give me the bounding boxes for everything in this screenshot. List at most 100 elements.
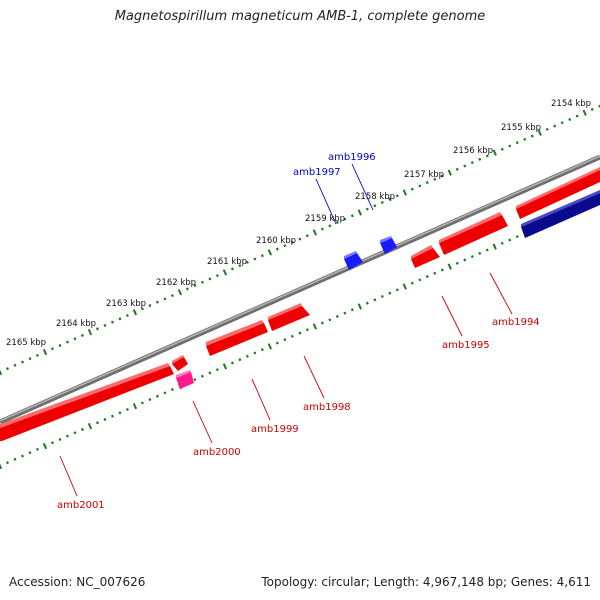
outer-ruler-tick xyxy=(312,229,317,236)
outer-ruler-tick xyxy=(410,187,414,191)
gene-amb1995[interactable] xyxy=(411,245,440,268)
outer-ruler-tick xyxy=(492,149,497,156)
gene-label-amb1995[interactable]: amb1995 xyxy=(442,340,490,351)
gene-amb1993[interactable] xyxy=(516,167,600,219)
outer-ruler-tick xyxy=(455,167,459,171)
inner-ruler-tick xyxy=(402,283,407,290)
inner-ruler-tick xyxy=(463,258,467,262)
inner-ruler-tick xyxy=(13,457,17,461)
gene-amb2000-upper[interactable] xyxy=(172,355,188,371)
gene-label-amb1998[interactable]: amb1998 xyxy=(303,402,351,413)
inner-ruler-tick xyxy=(155,394,159,398)
inner-ruler-tick xyxy=(132,403,138,410)
gene-label-leader xyxy=(303,355,325,399)
gene-amb1997[interactable] xyxy=(344,251,363,270)
ruler-tick-label: 2163 kbp xyxy=(106,299,146,309)
outer-ruler-tick xyxy=(500,147,504,151)
outer-ruler-tick xyxy=(425,181,429,185)
gene-label-leader xyxy=(315,178,337,225)
outer-ruler-tick xyxy=(155,300,159,304)
outer-ruler-tick xyxy=(193,284,197,288)
outer-ruler-tick xyxy=(283,244,287,248)
outer-ruler-tick xyxy=(245,260,249,264)
gene-label-amb2001[interactable]: amb2001 xyxy=(57,500,105,511)
gene-label-amb1994[interactable]: amb1994 xyxy=(492,317,540,328)
outer-ruler-tick xyxy=(485,154,489,158)
outer-ruler-tick xyxy=(95,327,99,331)
gene-amb2001[interactable] xyxy=(0,363,174,441)
inner-ruler-tick xyxy=(215,368,219,372)
gene-amb2000[interactable] xyxy=(176,370,194,389)
gene-amb1999[interactable] xyxy=(206,320,268,356)
ruler-tick-label: 2162 kbp xyxy=(156,278,196,288)
outer-ruler-tick xyxy=(380,200,384,205)
outer-ruler-tick xyxy=(185,287,189,291)
outer-ruler-tick xyxy=(290,240,294,244)
inner-ruler-tick xyxy=(238,358,242,362)
gene-label-amb2000[interactable]: amb2000 xyxy=(193,447,241,458)
inner-ruler-tick xyxy=(350,308,354,312)
gene-label-leader xyxy=(192,400,213,444)
inner-ruler-tick xyxy=(73,431,77,435)
accession-text: Accession: NC_007626 xyxy=(9,575,146,589)
ruler-tick-label: 2160 kbp xyxy=(256,236,296,246)
inner-ruler-tick xyxy=(6,461,9,465)
outer-ruler-tick xyxy=(35,353,39,357)
inner-ruler-tick xyxy=(275,341,279,345)
inner-ruler-tick xyxy=(283,338,287,342)
outer-ruler-tick xyxy=(298,237,302,241)
inner-ruler-tick xyxy=(35,447,39,451)
inner-ruler-tick xyxy=(380,294,384,299)
ruler-tick-label: 2156 kbp xyxy=(453,146,493,156)
gene-amb1996[interactable] xyxy=(380,236,397,254)
ruler-tick-label: 2155 kbp xyxy=(501,123,541,133)
inner-ruler-tick xyxy=(208,371,212,375)
inner-ruler-tick xyxy=(42,442,48,450)
inner-ruler-tick xyxy=(320,321,324,325)
outer-ruler-tick xyxy=(305,234,309,238)
outer-ruler-tick xyxy=(6,367,9,371)
gene-label-leader xyxy=(251,378,271,421)
outer-ruler-tick xyxy=(132,309,138,316)
inner-ruler-tick xyxy=(298,331,302,335)
outer-ruler-tick xyxy=(508,144,512,148)
inner-ruler-tick xyxy=(28,451,32,455)
outer-ruler-tick xyxy=(590,107,594,111)
gene-label-amb1999[interactable]: amb1999 xyxy=(251,424,299,435)
inner-ruler-tick xyxy=(515,235,519,239)
inner-ruler-tick xyxy=(80,427,84,431)
inner-ruler-tick xyxy=(410,281,414,285)
inner-ruler-tick xyxy=(87,422,93,430)
outer-ruler-tick xyxy=(560,121,564,125)
outer-ruler-tick xyxy=(0,369,3,376)
outer-ruler-tick xyxy=(537,129,542,136)
gene-labels: amb1994 amb1995 amb1996 amb1997 amb1998 amb19… xyxy=(57,152,540,511)
outer-ruler-tick xyxy=(447,169,452,176)
gene-amb1998[interactable] xyxy=(268,303,310,331)
outer-ruler-tick xyxy=(148,303,152,308)
gene-amb1994[interactable] xyxy=(439,212,508,255)
outer-ruler-tick xyxy=(395,194,399,198)
outer-ruler-tick xyxy=(275,247,279,251)
outer-ruler-tick xyxy=(58,343,62,347)
outer-ruler-tick xyxy=(103,323,107,328)
gene-reverse-dark[interactable] xyxy=(521,190,600,238)
inner-ruler-tick xyxy=(50,441,54,445)
outer-ruler-tick xyxy=(373,204,377,208)
inner-ruler-tick xyxy=(312,323,317,330)
outer-ruler-tick xyxy=(118,317,122,321)
inner-ruler-tick xyxy=(103,417,107,422)
genome-backbone xyxy=(0,154,600,425)
inner-ruler-tick xyxy=(335,314,339,318)
inner-ruler-tick xyxy=(290,334,294,338)
outer-ruler-tick xyxy=(463,164,467,168)
outer-ruler-tick xyxy=(163,297,167,301)
inner-ruler-tick xyxy=(478,251,482,255)
gene-label-amb1996[interactable]: amb1996 xyxy=(328,152,376,163)
ruler-tick-label: 2165 kbp xyxy=(6,338,46,348)
outer-ruler-tick xyxy=(575,114,579,118)
inner-ruler-tick xyxy=(343,311,347,315)
inner-ruler-tick xyxy=(65,434,69,438)
gene-label-amb1997[interactable]: amb1997 xyxy=(293,167,341,178)
